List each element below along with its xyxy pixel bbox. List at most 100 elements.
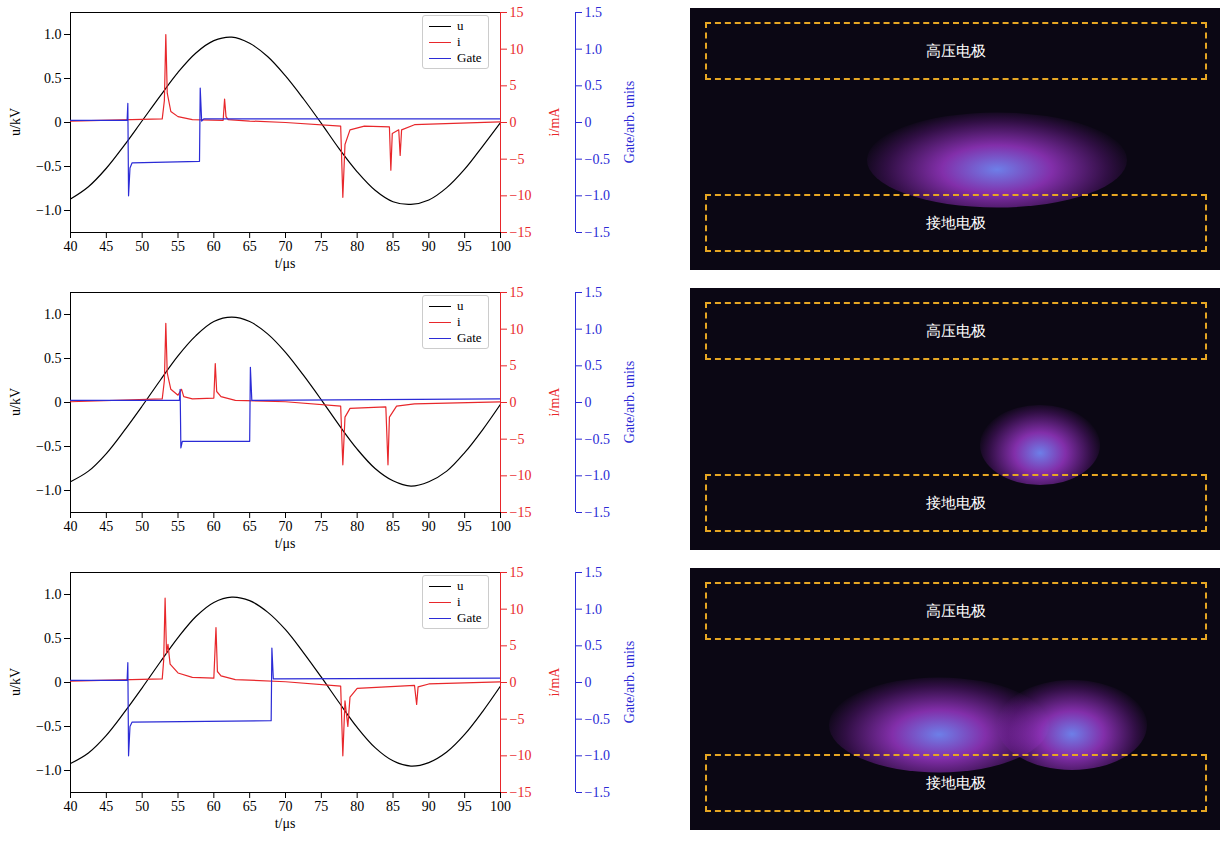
- svg-text:1.0: 1.0: [44, 27, 62, 42]
- svg-text:50: 50: [135, 239, 149, 254]
- svg-text:5: 5: [510, 358, 517, 373]
- svg-text:70: 70: [279, 519, 293, 534]
- svg-text:0: 0: [585, 395, 592, 410]
- svg-text:0.5: 0.5: [585, 78, 603, 93]
- svg-text:45: 45: [99, 799, 113, 814]
- svg-text:45: 45: [99, 519, 113, 534]
- svg-text:85: 85: [386, 239, 400, 254]
- svg-text:−0.5: −0.5: [36, 719, 61, 734]
- svg-text:55: 55: [171, 519, 185, 534]
- svg-text:0: 0: [585, 115, 592, 130]
- svg-text:95: 95: [458, 799, 472, 814]
- svg-text:−1.0: −1.0: [585, 188, 610, 203]
- svg-text:65: 65: [243, 239, 257, 254]
- svg-text:0: 0: [55, 395, 62, 410]
- svg-text:85: 85: [386, 799, 400, 814]
- svg-text:−15: −15: [510, 225, 532, 240]
- svg-text:90: 90: [422, 799, 436, 814]
- svg-text:−0.5: −0.5: [585, 152, 610, 167]
- svg-text:0.5: 0.5: [585, 358, 603, 373]
- svg-text:−15: −15: [510, 505, 532, 520]
- svg-text:55: 55: [171, 799, 185, 814]
- svg-text:0.5: 0.5: [585, 638, 603, 653]
- svg-text:40: 40: [64, 519, 78, 534]
- html-text:接地电极: 接地电极: [926, 213, 986, 232]
- svg-text:−0.5: −0.5: [36, 439, 61, 454]
- svg-text:−1.0: −1.0: [36, 483, 61, 498]
- svg-text:1.0: 1.0: [44, 587, 62, 602]
- svg-text:65: 65: [243, 799, 257, 814]
- svg-text:−10: −10: [510, 468, 532, 483]
- html-text:接地电极: 接地电极: [926, 493, 986, 512]
- svg-text:−0.5: −0.5: [585, 712, 610, 727]
- svg-text:15: 15: [510, 285, 524, 300]
- svg-text:100: 100: [490, 239, 511, 254]
- svg-text:0: 0: [585, 675, 592, 690]
- svg-text:10: 10: [510, 322, 524, 337]
- svg-text:10: 10: [510, 602, 524, 617]
- svg-text:75: 75: [314, 799, 328, 814]
- svg-text:75: 75: [314, 519, 328, 534]
- svg-text:95: 95: [458, 239, 472, 254]
- svg-text:100: 100: [490, 519, 511, 534]
- svg-text:0.5: 0.5: [44, 71, 62, 86]
- svg-text:1.0: 1.0: [44, 307, 62, 322]
- svg-text:70: 70: [279, 799, 293, 814]
- svg-text:50: 50: [135, 799, 149, 814]
- svg-text:65: 65: [243, 519, 257, 534]
- svg-text:−1.0: −1.0: [36, 763, 61, 778]
- svg-text:−0.5: −0.5: [585, 432, 610, 447]
- svg-text:1.0: 1.0: [585, 602, 603, 617]
- svg-text:−1.0: −1.0: [36, 203, 61, 218]
- svg-text:90: 90: [422, 239, 436, 254]
- svg-text:0: 0: [510, 675, 517, 690]
- svg-text:1.0: 1.0: [585, 322, 603, 337]
- svg-text:85: 85: [386, 519, 400, 534]
- svg-text:−1.5: −1.5: [585, 505, 610, 520]
- svg-text:−1.0: −1.0: [585, 748, 610, 763]
- svg-text:−0.5: −0.5: [36, 159, 61, 174]
- svg-text:10: 10: [510, 42, 524, 57]
- svg-text:0.5: 0.5: [44, 351, 62, 366]
- svg-text:−5: −5: [510, 432, 525, 447]
- svg-text:80: 80: [350, 519, 364, 534]
- svg-text:−10: −10: [510, 748, 532, 763]
- svg-text:70: 70: [279, 239, 293, 254]
- svg-text:40: 40: [64, 799, 78, 814]
- svg-text:0: 0: [55, 675, 62, 690]
- html-text:高压电极: 高压电极: [926, 41, 986, 60]
- svg-text:50: 50: [135, 519, 149, 534]
- svg-text:1.0: 1.0: [585, 42, 603, 57]
- svg-text:60: 60: [207, 799, 221, 814]
- svg-text:0: 0: [510, 395, 517, 410]
- svg-text:60: 60: [207, 239, 221, 254]
- svg-text:80: 80: [350, 799, 364, 814]
- svg-text:0: 0: [510, 115, 517, 130]
- svg-text:−5: −5: [510, 712, 525, 727]
- svg-text:5: 5: [510, 638, 517, 653]
- svg-text:80: 80: [350, 239, 364, 254]
- svg-text:15: 15: [510, 565, 524, 580]
- svg-text:75: 75: [314, 239, 328, 254]
- svg-text:−1.5: −1.5: [585, 225, 610, 240]
- svg-text:40: 40: [64, 239, 78, 254]
- svg-text:45: 45: [99, 239, 113, 254]
- svg-text:55: 55: [171, 239, 185, 254]
- svg-text:1.5: 1.5: [585, 285, 603, 300]
- svg-text:−10: −10: [510, 188, 532, 203]
- svg-text:1.5: 1.5: [585, 5, 603, 20]
- svg-text:5: 5: [510, 78, 517, 93]
- svg-text:0.5: 0.5: [44, 631, 62, 646]
- html-text:高压电极: 高压电极: [926, 321, 986, 340]
- svg-text:1.5: 1.5: [585, 565, 603, 580]
- svg-text:−15: −15: [510, 785, 532, 800]
- svg-text:−1.5: −1.5: [585, 785, 610, 800]
- svg-text:−1.0: −1.0: [585, 468, 610, 483]
- svg-text:100: 100: [490, 799, 511, 814]
- svg-text:95: 95: [458, 519, 472, 534]
- svg-text:0: 0: [55, 115, 62, 130]
- svg-text:60: 60: [207, 519, 221, 534]
- svg-text:15: 15: [510, 5, 524, 20]
- svg-text:90: 90: [422, 519, 436, 534]
- svg-text:−5: −5: [510, 152, 525, 167]
